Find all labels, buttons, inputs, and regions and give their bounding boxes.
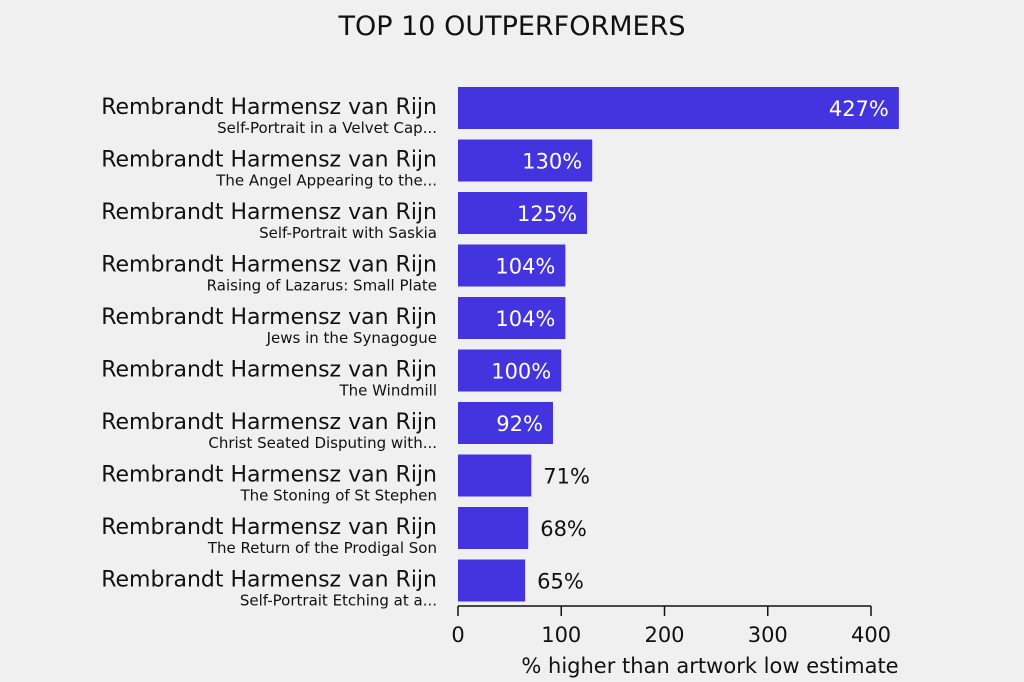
category-artist-label: Rembrandt Harmensz van Rijn [101,148,437,173]
category-work-label: Self-Portrait with Saskia [259,224,437,242]
category-work-label: Self-Portrait in a Velvet Cap... [217,119,437,137]
x-tick-label: 400 [851,623,891,647]
bar-value-label: 100% [491,360,551,384]
bar [458,297,566,339]
x-tick-label: 0 [451,623,464,647]
x-tick-label: 200 [644,623,684,647]
bar [458,87,899,129]
category-work-label: The Stoning of St Stephen [239,487,437,505]
category-artist-label: Rembrandt Harmensz van Rijn [101,200,437,225]
category-work-label: The Angel Appearing to the... [215,172,437,190]
category-artist-label: Rembrandt Harmensz van Rijn [101,410,437,435]
x-axis-label: % higher than artwork low estimate [521,654,898,678]
bar-value-label: 104% [495,307,555,331]
bar-value-label: 427% [829,97,889,121]
bar [458,402,553,444]
category-work-label: The Windmill [339,382,437,400]
bar-group: Rembrandt Harmensz van RijnSelf-Portrait… [101,87,899,137]
bar [458,192,588,234]
x-axis: 0 100 200 300 400 [451,605,891,647]
category-artist-label: Rembrandt Harmensz van Rijn [101,305,437,330]
bar-group: Rembrandt Harmensz van RijnSelf-Portrait… [101,559,584,610]
chart-title: TOP 10 OUTPERFORMERS [338,11,686,42]
bar-value-label: 92% [496,412,543,436]
category-artist-label: Rembrandt Harmensz van Rijn [101,358,437,383]
bar-value-label: 130% [522,150,582,174]
category-work-label: Jews in the Synagogue [266,329,437,347]
bar [458,139,593,182]
x-tick-label: 100 [541,623,581,647]
bar [458,559,526,602]
bar-group: Rembrandt Harmensz van RijnSelf-Portrait… [101,192,588,242]
category-artist-label: Rembrandt Harmensz van Rijn [101,515,437,540]
x-tick-label: 300 [748,623,788,647]
bar [458,349,562,392]
category-work-label: The Return of the Prodigal Son [207,539,437,557]
bar-value-label: 68% [540,517,587,541]
bar [458,454,532,497]
category-work-label: Self-Portrait Etching at a... [240,592,437,610]
category-work-label: Raising of Lazarus: Small Plate [207,277,437,295]
bar-value-label: 71% [543,465,590,489]
bars-layer: Rembrandt Harmensz van RijnSelf-Portrait… [101,87,899,610]
bar-value-label: 104% [495,255,555,279]
bar-value-label: 65% [537,570,584,594]
category-artist-label: Rembrandt Harmensz van Rijn [101,568,437,593]
bar-value-label: 125% [517,202,577,226]
bar [458,244,566,287]
bar [458,507,529,549]
category-artist-label: Rembrandt Harmensz van Rijn [101,463,437,488]
category-work-label: Christ Seated Disputing with... [208,434,437,452]
category-artist-label: Rembrandt Harmensz van Rijn [101,95,437,120]
category-artist-label: Rembrandt Harmensz van Rijn [101,253,437,278]
